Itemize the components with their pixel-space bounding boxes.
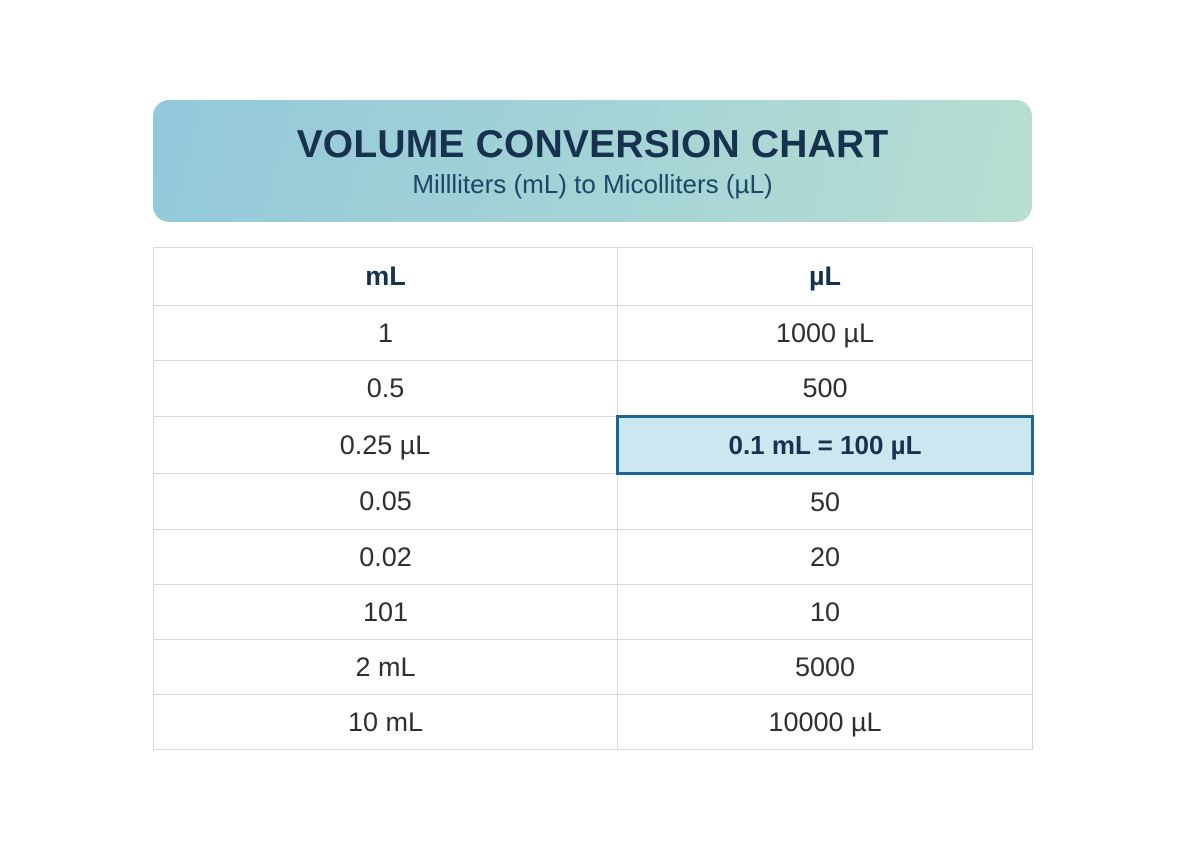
table-body: 1 1000 µL 0.5 500 0.25 µL 0.1 mL = 100 µL 0.05…: [153, 305, 1034, 750]
table-row: 0.25 µL 0.1 mL = 100 µL: [153, 415, 1034, 475]
page-subtitle: Millliters (mL) to Micolliters (µL): [412, 169, 773, 199]
header-cell-ul: µL: [617, 247, 1033, 306]
table-row: 0.02 20: [153, 529, 1033, 585]
table-row: 10 mL 10000 µL: [153, 694, 1033, 750]
table-row: 0.5 500: [153, 360, 1033, 417]
table-header-row: mL µL: [153, 247, 1033, 306]
ml-cell: 101: [153, 584, 618, 640]
ul-cell: 5000: [617, 639, 1033, 695]
ml-cell: 0.05: [153, 473, 618, 530]
highlighted-conversion-cell: 0.1 mL = 100 µL: [616, 415, 1034, 475]
header-cell-ml: mL: [153, 247, 618, 306]
table-row: 101 10: [153, 584, 1033, 640]
conversion-table: mL µL 1 1000 µL 0.5 500 0.25 µL 0.1 mL = 100 …: [153, 247, 1034, 750]
table-row: 0.05 50: [153, 473, 1033, 530]
ml-cell: 10 mL: [153, 694, 618, 750]
table-row: 2 mL 5000: [153, 639, 1033, 695]
ul-cell: 50: [617, 473, 1033, 530]
ul-cell: 10: [617, 584, 1033, 640]
table-row: 1 1000 µL: [153, 305, 1033, 361]
page-title: VOLUME CONVERSION CHART: [296, 123, 889, 166]
ul-cell: 20: [617, 529, 1033, 585]
ml-cell: 2 mL: [153, 639, 618, 695]
ml-cell: 0.02: [153, 529, 618, 585]
ml-cell: 0.5: [153, 360, 618, 417]
ml-cell: 1: [153, 305, 618, 361]
ml-cell: 0.25 µL: [153, 416, 618, 474]
ul-cell: 10000 µL: [617, 694, 1033, 750]
header-banner: VOLUME CONVERSION CHART Millliters (mL) …: [153, 100, 1032, 222]
ul-cell: 500: [617, 360, 1033, 417]
ul-cell: 1000 µL: [617, 305, 1033, 361]
